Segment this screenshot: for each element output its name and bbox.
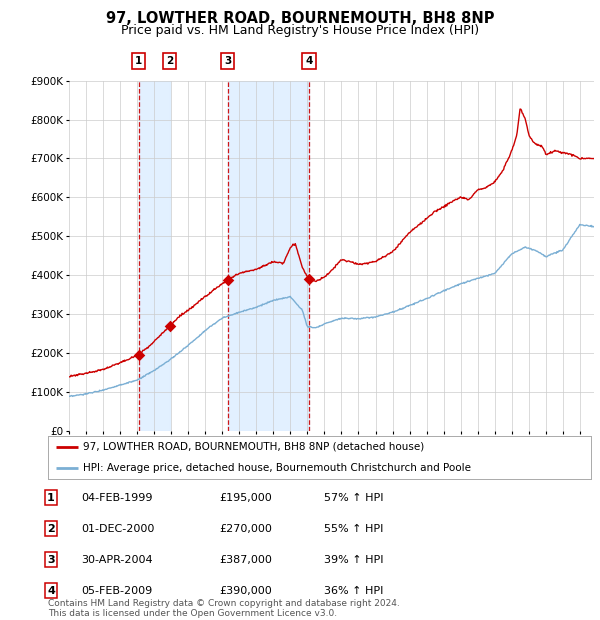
Text: Contains HM Land Registry data © Crown copyright and database right 2024.
This d: Contains HM Land Registry data © Crown c… xyxy=(48,599,400,618)
Text: £195,000: £195,000 xyxy=(219,493,272,503)
Text: Price paid vs. HM Land Registry's House Price Index (HPI): Price paid vs. HM Land Registry's House … xyxy=(121,24,479,37)
Text: 05-FEB-2009: 05-FEB-2009 xyxy=(81,586,152,596)
Point xyxy=(165,321,175,331)
Text: 4: 4 xyxy=(305,56,313,66)
Bar xyxy=(228,81,309,431)
Text: 97, LOWTHER ROAD, BOURNEMOUTH, BH8 8NP: 97, LOWTHER ROAD, BOURNEMOUTH, BH8 8NP xyxy=(106,11,494,26)
Text: 1: 1 xyxy=(47,493,55,503)
Text: 2: 2 xyxy=(166,56,173,66)
Text: £390,000: £390,000 xyxy=(219,586,272,596)
Text: 3: 3 xyxy=(224,56,232,66)
Text: 97, LOWTHER ROAD, BOURNEMOUTH, BH8 8NP (detached house): 97, LOWTHER ROAD, BOURNEMOUTH, BH8 8NP (… xyxy=(83,441,425,451)
Text: 36% ↑ HPI: 36% ↑ HPI xyxy=(324,586,383,596)
Text: 2: 2 xyxy=(47,524,55,534)
Text: 3: 3 xyxy=(47,555,55,565)
Text: £270,000: £270,000 xyxy=(219,524,272,534)
Text: 57% ↑ HPI: 57% ↑ HPI xyxy=(324,493,383,503)
Text: 39% ↑ HPI: 39% ↑ HPI xyxy=(324,555,383,565)
Text: 30-APR-2004: 30-APR-2004 xyxy=(81,555,152,565)
Bar xyxy=(139,81,170,431)
Text: 4: 4 xyxy=(47,586,55,596)
Text: 01-DEC-2000: 01-DEC-2000 xyxy=(81,524,154,534)
Point xyxy=(134,350,143,360)
Point xyxy=(223,275,233,285)
Text: 55% ↑ HPI: 55% ↑ HPI xyxy=(324,524,383,534)
Point xyxy=(304,274,314,284)
Text: 1: 1 xyxy=(135,56,142,66)
Text: £387,000: £387,000 xyxy=(219,555,272,565)
Text: HPI: Average price, detached house, Bournemouth Christchurch and Poole: HPI: Average price, detached house, Bour… xyxy=(83,463,471,472)
Text: 04-FEB-1999: 04-FEB-1999 xyxy=(81,493,152,503)
